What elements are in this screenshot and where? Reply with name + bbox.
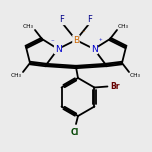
Text: CH₃: CH₃: [118, 24, 129, 29]
Text: N: N: [91, 45, 97, 54]
Text: ⁺: ⁺: [98, 39, 102, 45]
Text: CH₃: CH₃: [130, 73, 141, 78]
Text: ⁻: ⁻: [50, 39, 54, 45]
Text: F: F: [88, 16, 92, 24]
Text: CH₃: CH₃: [23, 24, 34, 29]
Text: ⁻: ⁻: [81, 30, 85, 36]
Text: CH₃: CH₃: [11, 73, 22, 78]
Text: Br: Br: [111, 82, 120, 91]
Text: N: N: [55, 45, 61, 54]
Text: F: F: [60, 16, 64, 24]
Text: Cl: Cl: [71, 128, 79, 137]
Text: B: B: [73, 36, 79, 45]
